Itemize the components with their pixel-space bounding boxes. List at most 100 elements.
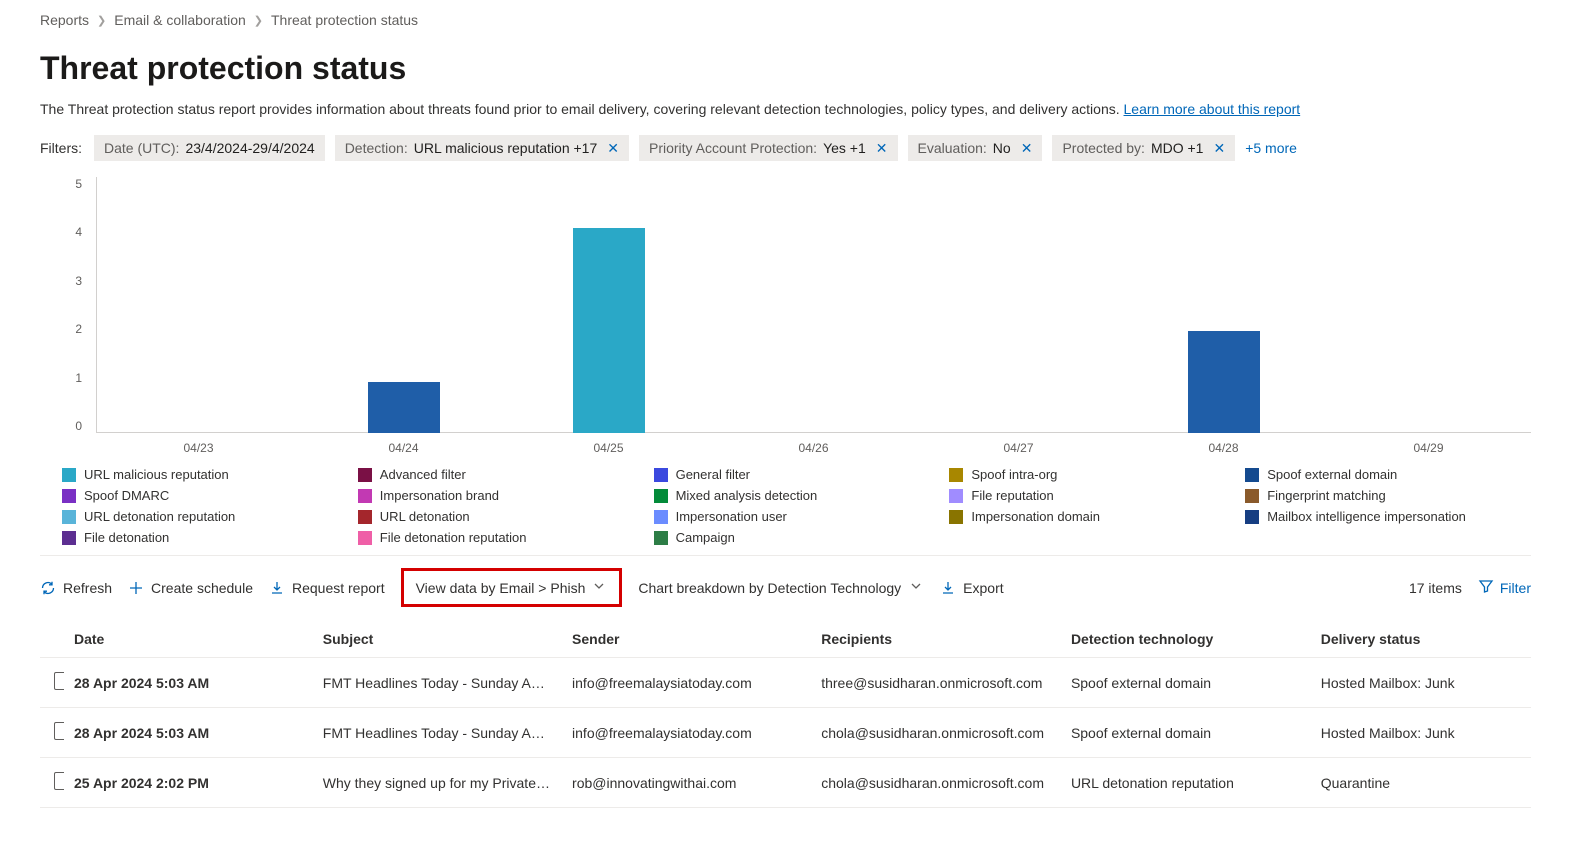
y-tick: 0 <box>40 419 82 433</box>
create-schedule-button[interactable]: Create schedule <box>128 580 253 596</box>
cell-detection: Spoof external domain <box>1061 708 1311 758</box>
legend-item[interactable]: Fingerprint matching <box>1245 488 1531 503</box>
legend-label: Impersonation domain <box>971 509 1100 524</box>
cell-subject: Why they signed up for my Private AI ... <box>313 758 562 808</box>
cell-detection: Spoof external domain <box>1061 658 1311 708</box>
legend-label: Spoof intra-org <box>971 467 1057 482</box>
view-data-dropdown[interactable]: View data by Email > Phish <box>406 573 618 602</box>
chart-plot <box>96 177 1531 433</box>
legend-label: Mailbox intelligence impersonation <box>1267 509 1466 524</box>
legend-item[interactable]: File reputation <box>949 488 1235 503</box>
cell-detection: URL detonation reputation <box>1061 758 1311 808</box>
legend-item[interactable]: Campaign <box>654 530 940 545</box>
legend-label: URL malicious reputation <box>84 467 229 482</box>
toolbar: Refresh Create schedule Request report V… <box>40 556 1531 621</box>
legend-item[interactable]: File detonation reputation <box>358 530 644 545</box>
cell-subject: FMT Headlines Today - Sunday April 2... <box>313 708 562 758</box>
legend-item[interactable]: Spoof intra-org <box>949 467 1235 482</box>
chart-bar[interactable] <box>368 382 440 433</box>
row-checkbox[interactable] <box>54 672 64 690</box>
legend-swatch <box>1245 468 1259 482</box>
filter-pill[interactable]: Detection: URL malicious reputation +17✕ <box>335 135 629 161</box>
request-report-button[interactable]: Request report <box>269 580 385 596</box>
filter-pill[interactable]: Priority Account Protection: Yes +1✕ <box>639 135 898 161</box>
download-icon <box>940 580 956 596</box>
legend-item[interactable]: General filter <box>654 467 940 482</box>
legend-swatch <box>654 531 668 545</box>
table-row[interactable]: 28 Apr 2024 5:03 AMFMT Headlines Today -… <box>40 658 1531 708</box>
col-delivery[interactable]: Delivery status <box>1311 621 1531 658</box>
legend-label: Mixed analysis detection <box>676 488 818 503</box>
col-date[interactable]: Date <box>64 621 313 658</box>
page-description: The Threat protection status report prov… <box>40 101 1531 117</box>
chart-bar[interactable] <box>573 228 645 433</box>
chevron-down-icon <box>908 578 924 597</box>
cell-recipients: three@susidharan.onmicrosoft.com <box>811 658 1061 708</box>
close-icon[interactable]: ✕ <box>876 141 888 155</box>
learn-more-link[interactable]: Learn more about this report <box>1124 101 1301 117</box>
col-recipients[interactable]: Recipients <box>811 621 1061 658</box>
close-icon[interactable]: ✕ <box>1021 141 1033 155</box>
col-detection[interactable]: Detection technology <box>1061 621 1311 658</box>
breadcrumb-item[interactable]: Reports <box>40 12 89 28</box>
legend-item[interactable]: URL detonation <box>358 509 644 524</box>
col-subject[interactable]: Subject <box>313 621 562 658</box>
table-row[interactable]: 25 Apr 2024 2:02 PMWhy they signed up fo… <box>40 758 1531 808</box>
filters-more-link[interactable]: +5 more <box>1245 140 1297 156</box>
legend-label: URL detonation reputation <box>84 509 235 524</box>
legend-swatch <box>1245 489 1259 503</box>
legend-swatch <box>62 489 76 503</box>
legend-item[interactable]: Advanced filter <box>358 467 644 482</box>
breadcrumb-item[interactable]: Email & collaboration <box>114 12 246 28</box>
row-checkbox[interactable] <box>54 722 64 740</box>
chevron-right-icon: ❯ <box>254 14 263 27</box>
row-checkbox[interactable] <box>54 772 64 790</box>
chart-x-axis: 04/2304/2404/2504/2604/2704/2804/29 <box>96 437 1531 457</box>
x-tick: 04/27 <box>916 437 1121 457</box>
legend-item[interactable]: Mailbox intelligence impersonation <box>1245 509 1531 524</box>
cell-sender: info@freemalaysiatoday.com <box>562 658 811 708</box>
legend-swatch <box>654 510 668 524</box>
col-sender[interactable]: Sender <box>562 621 811 658</box>
legend-item[interactable]: File detonation <box>62 530 348 545</box>
cell-delivery: Hosted Mailbox: Junk <box>1311 708 1531 758</box>
y-tick: 4 <box>40 225 82 239</box>
filter-value: No <box>993 140 1011 156</box>
filter-pill[interactable]: Evaluation: No ✕ <box>908 135 1043 161</box>
legend-label: General filter <box>676 467 750 482</box>
refresh-button[interactable]: Refresh <box>40 580 112 596</box>
cell-delivery: Quarantine <box>1311 758 1531 808</box>
cell-recipients: chola@susidharan.onmicrosoft.com <box>811 708 1061 758</box>
legend-swatch <box>654 468 668 482</box>
chart-bar[interactable] <box>1188 331 1260 433</box>
legend-swatch <box>949 510 963 524</box>
chevron-down-icon <box>591 578 607 597</box>
legend-item[interactable]: Spoof DMARC <box>62 488 348 503</box>
close-icon[interactable]: ✕ <box>1213 141 1225 155</box>
legend-item[interactable]: Impersonation user <box>654 509 940 524</box>
x-tick: 04/24 <box>301 437 506 457</box>
filter-value: URL malicious reputation +17 <box>414 140 598 156</box>
legend-item[interactable]: URL malicious reputation <box>62 467 348 482</box>
export-button[interactable]: Export <box>940 580 1003 596</box>
items-count: 17 items <box>1409 580 1462 596</box>
table-row[interactable]: 28 Apr 2024 5:03 AMFMT Headlines Today -… <box>40 708 1531 758</box>
legend-item[interactable]: URL detonation reputation <box>62 509 348 524</box>
download-icon <box>269 580 285 596</box>
filter-key: Evaluation: <box>918 140 987 156</box>
chart-breakdown-dropdown[interactable]: Chart breakdown by Detection Technology <box>638 578 924 597</box>
page-title: Threat protection status <box>40 50 1531 87</box>
cell-sender: rob@innovatingwithai.com <box>562 758 811 808</box>
legend-item[interactable]: Spoof external domain <box>1245 467 1531 482</box>
legend-item[interactable]: Mixed analysis detection <box>654 488 940 503</box>
filter-pill[interactable]: Protected by: MDO +1✕ <box>1052 135 1235 161</box>
x-tick: 04/28 <box>1121 437 1326 457</box>
legend-swatch <box>358 468 372 482</box>
highlight-annotation: View data by Email > Phish <box>401 568 623 607</box>
filter-pill[interactable]: Date (UTC): 23/4/2024-29/4/2024 <box>94 135 325 161</box>
legend-label: File detonation <box>84 530 169 545</box>
filter-button[interactable]: Filter <box>1478 578 1531 597</box>
legend-item[interactable]: Impersonation brand <box>358 488 644 503</box>
legend-item[interactable]: Impersonation domain <box>949 509 1235 524</box>
close-icon[interactable]: ✕ <box>607 141 619 155</box>
